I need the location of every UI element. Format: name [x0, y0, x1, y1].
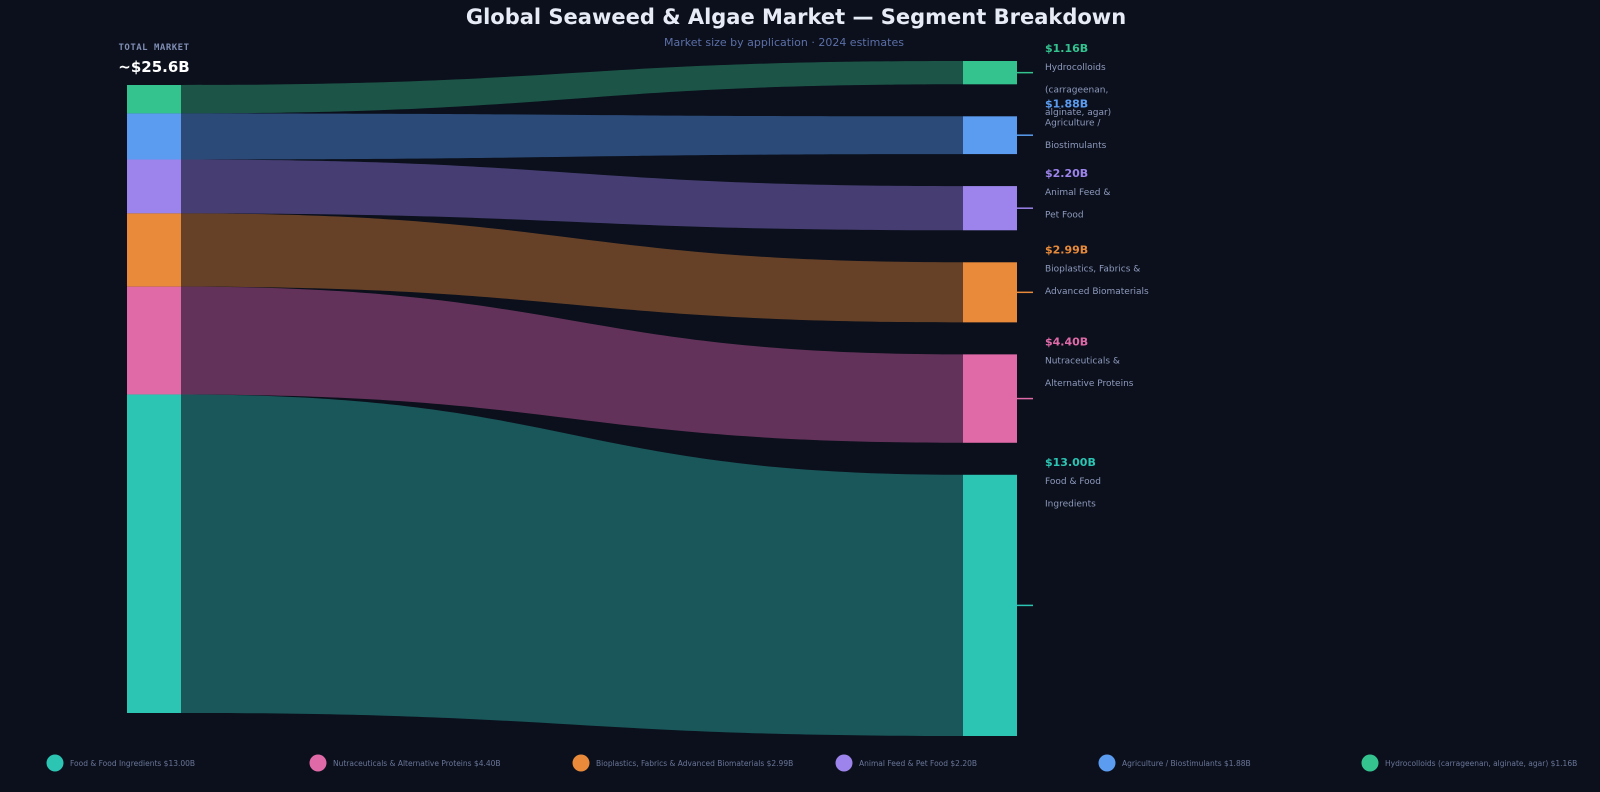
legend-swatch-hydrocolloids-carrageenan-alginate-agar	[1361, 754, 1379, 772]
name-label-food-food-ingredients-2: Ingredients	[1045, 499, 1096, 509]
source-node-animal-feed-pet-food	[127, 159, 181, 214]
legend-label-agriculture-biostimulants: Agriculture / Biostimulants $1.88B	[1122, 759, 1251, 768]
legend-swatch-food-food-ingredients	[46, 754, 64, 772]
legend-label-animal-feed-pet-food: Animal Feed & Pet Food $2.20B	[859, 759, 977, 768]
flow-group	[181, 61, 963, 736]
name-label-hydrocolloids-carrageenan-alginate-agar-3: alginate, agar)	[1045, 108, 1111, 118]
legend-label-nutraceuticals-alternative-proteins: Nutraceuticals & Alternative Proteins $4…	[333, 759, 501, 768]
target-node-animal-feed-pet-food	[963, 186, 1017, 231]
source-node-hydrocolloids-carrageenan-alginate-agar	[127, 85, 181, 114]
target-node-nutraceuticals-alternative-proteins	[963, 354, 1017, 443]
target-node-bioplastics-fabrics-advanced-biomaterials	[963, 262, 1017, 323]
name-label-nutraceuticals-alternative-proteins-1: Nutraceuticals &	[1045, 356, 1120, 366]
chart-title: Global Seaweed & Algae Market — Segment …	[466, 5, 1126, 29]
source-node-bioplastics-fabrics-advanced-biomaterials	[127, 213, 181, 287]
flow-nutraceuticals-alternative-proteins	[181, 286, 963, 443]
legend-swatch-agriculture-biostimulants	[1098, 754, 1116, 772]
legend-swatch-nutraceuticals-alternative-proteins	[309, 754, 327, 772]
name-label-agriculture-biostimulants-1: Agriculture /	[1045, 118, 1101, 128]
value-label-nutraceuticals-alternative-proteins: $4.40B	[1045, 335, 1088, 348]
flow-animal-feed-pet-food	[181, 159, 963, 231]
target-node-agriculture-biostimulants	[963, 116, 1017, 155]
segment-label-group: $1.16B Hydrocolloids (carrageenan, alginate…	[1045, 42, 1149, 509]
name-label-hydrocolloids-carrageenan-alginate-agar-1: Hydrocolloids	[1045, 63, 1106, 73]
total-market-value: ~$25.6B	[118, 58, 189, 76]
target-node-hydrocolloids-carrageenan-alginate-agar	[963, 61, 1017, 85]
source-node-food-food-ingredients	[127, 394, 181, 713]
name-label-bioplastics-fabrics-advanced-biomaterials-2: Advanced Biomaterials	[1045, 287, 1149, 297]
name-label-agriculture-biostimulants-2: Biostimulants	[1045, 141, 1107, 151]
value-label-animal-feed-pet-food: $2.20B	[1045, 167, 1088, 180]
name-label-nutraceuticals-alternative-proteins-2: Alternative Proteins	[1045, 379, 1134, 389]
value-label-hydrocolloids-carrageenan-alginate-agar: $1.16B	[1045, 42, 1088, 55]
flow-food-food-ingredients	[181, 394, 963, 736]
flow-agriculture-biostimulants	[181, 113, 963, 160]
legend-label-bioplastics-fabrics-advanced-biomaterials: Bioplastics, Fabrics & Advanced Biomater…	[596, 759, 793, 768]
source-node-group	[127, 85, 181, 713]
source-node-agriculture-biostimulants	[127, 113, 181, 160]
flow-bioplastics-fabrics-advanced-biomaterials	[181, 213, 963, 323]
name-label-animal-feed-pet-food-1: Animal Feed &	[1045, 188, 1110, 198]
value-label-agriculture-biostimulants: $1.88B	[1045, 97, 1088, 110]
name-label-hydrocolloids-carrageenan-alginate-agar-2: (carrageenan,	[1045, 86, 1108, 96]
legend-swatch-animal-feed-pet-food	[835, 754, 853, 772]
name-label-animal-feed-pet-food-2: Pet Food	[1045, 211, 1084, 221]
legend-swatch-bioplastics-fabrics-advanced-biomaterials	[572, 754, 590, 772]
name-label-bioplastics-fabrics-advanced-biomaterials-1: Bioplastics, Fabrics &	[1045, 264, 1140, 274]
total-market-label: TOTAL MARKET	[118, 43, 189, 53]
legend-label-food-food-ingredients: Food & Food Ingredients $13.00B	[70, 759, 195, 768]
target-node-group	[963, 61, 1033, 736]
value-label-food-food-ingredients: $13.00B	[1045, 456, 1096, 469]
source-node-nutraceuticals-alternative-proteins	[127, 286, 181, 395]
chart-subtitle: Market size by application · 2024 estima…	[664, 36, 904, 49]
value-label-bioplastics-fabrics-advanced-biomaterials: $2.99B	[1045, 243, 1088, 256]
legend-label-hydrocolloids-carrageenan-alginate-agar: Hydrocolloids (carrageenan, alginate, ag…	[1385, 759, 1577, 768]
legend: Food & Food Ingredients $13.00B Nutraceut…	[46, 754, 1577, 772]
name-label-food-food-ingredients-1: Food & Food	[1045, 477, 1101, 487]
flow-hydrocolloids-carrageenan-alginate-agar	[181, 61, 963, 114]
target-node-food-food-ingredients	[963, 474, 1017, 736]
